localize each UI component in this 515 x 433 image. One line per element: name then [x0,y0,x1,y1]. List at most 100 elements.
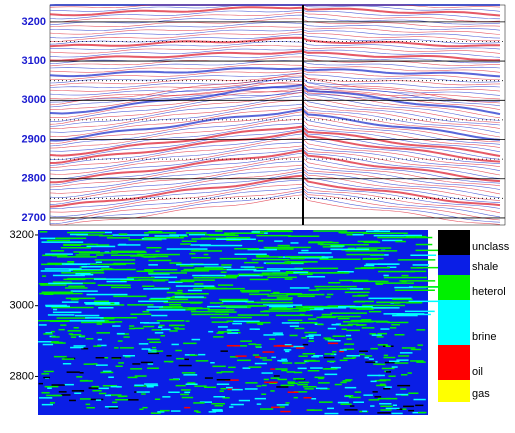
legend-swatch [438,300,470,345]
class-streak [274,375,280,377]
class-streak [84,363,94,365]
class-streak [148,231,162,233]
class-streak [284,261,307,263]
class-streak [149,342,161,344]
class-streak [260,408,273,410]
class-streak [287,371,295,373]
class-streak [264,247,294,249]
class-streak [55,293,82,295]
class-streak [111,287,131,289]
class-streak [151,277,177,279]
class-streak [285,351,289,353]
y-tick-label: 3200 [10,229,34,241]
legend-swatch [438,380,470,402]
class-streak [291,242,299,244]
class-streak [166,355,171,357]
class-streak [369,399,380,401]
class-streak [358,241,379,243]
class-streak [186,320,190,322]
class-streak [278,379,288,381]
class-streak [181,279,215,281]
class-streak [99,235,113,237]
class-streak [163,306,181,308]
class-streak [365,361,375,363]
y-tick-label: 2800 [22,173,46,185]
class-streak [193,402,204,404]
class-streak [87,246,116,248]
class-streak [227,332,238,334]
class-streak [99,388,109,390]
class-streak [218,331,231,333]
class-streak [378,375,385,377]
class-streak [212,321,229,323]
class-streak [249,294,269,296]
class-streak [286,294,324,296]
class-streak [79,252,118,254]
class-streak [387,322,408,324]
class-streak [138,301,168,303]
class-streak [290,258,304,260]
class-streak [94,301,109,303]
class-streak [208,331,213,333]
class-streak [290,326,299,328]
y-tick-label: 3000 [10,300,34,312]
class-streak [157,320,185,322]
class-streak [85,317,104,319]
class-streak [303,353,316,355]
class-streak [365,355,373,357]
class-streak [222,301,249,303]
class-streak [376,284,383,286]
class-streak [139,343,149,345]
class-streak [41,373,49,375]
class-streak [151,412,161,414]
class-streak [44,371,54,373]
class-streak [112,357,122,359]
class-streak [127,277,155,279]
class-streak [304,388,313,390]
class-streak [262,385,267,387]
class-streak [177,290,182,292]
class-streak [290,287,310,289]
class-streak [257,385,262,387]
class-streak [245,388,258,390]
class-streak [112,234,149,236]
class-streak [43,333,53,335]
class-streak [328,343,338,345]
class-streak [235,254,267,256]
class-streak [415,405,423,407]
class-streak [376,385,386,387]
class-streak [39,283,49,285]
class-streak [162,396,170,398]
class-streak [96,357,105,359]
class-streak [318,243,324,245]
class-streak [63,279,85,281]
class-streak [193,250,198,252]
class-streak [374,235,405,237]
legend-label: shale [472,261,498,273]
class-streak [275,368,287,370]
class-streak [112,325,120,327]
class-streak [193,288,227,290]
class-streak [410,255,436,257]
class-streak [227,329,239,331]
class-streak [232,389,243,391]
class-streak [196,411,200,413]
class-streak [148,260,171,262]
class-streak [151,315,167,317]
class-streak [221,264,232,266]
class-streak [181,389,191,391]
class-streak [74,327,79,329]
class-streak [210,302,223,304]
class-streak [182,397,193,399]
class-streak [377,333,387,335]
class-streak [413,264,430,266]
class-streak [284,349,292,351]
class-streak [159,325,165,327]
class-streak [380,328,389,330]
class-streak [395,334,405,336]
class-streak [256,255,269,257]
class-streak [320,259,361,261]
class-streak [89,387,99,389]
class-streak [367,375,380,377]
class-streak [277,360,284,362]
